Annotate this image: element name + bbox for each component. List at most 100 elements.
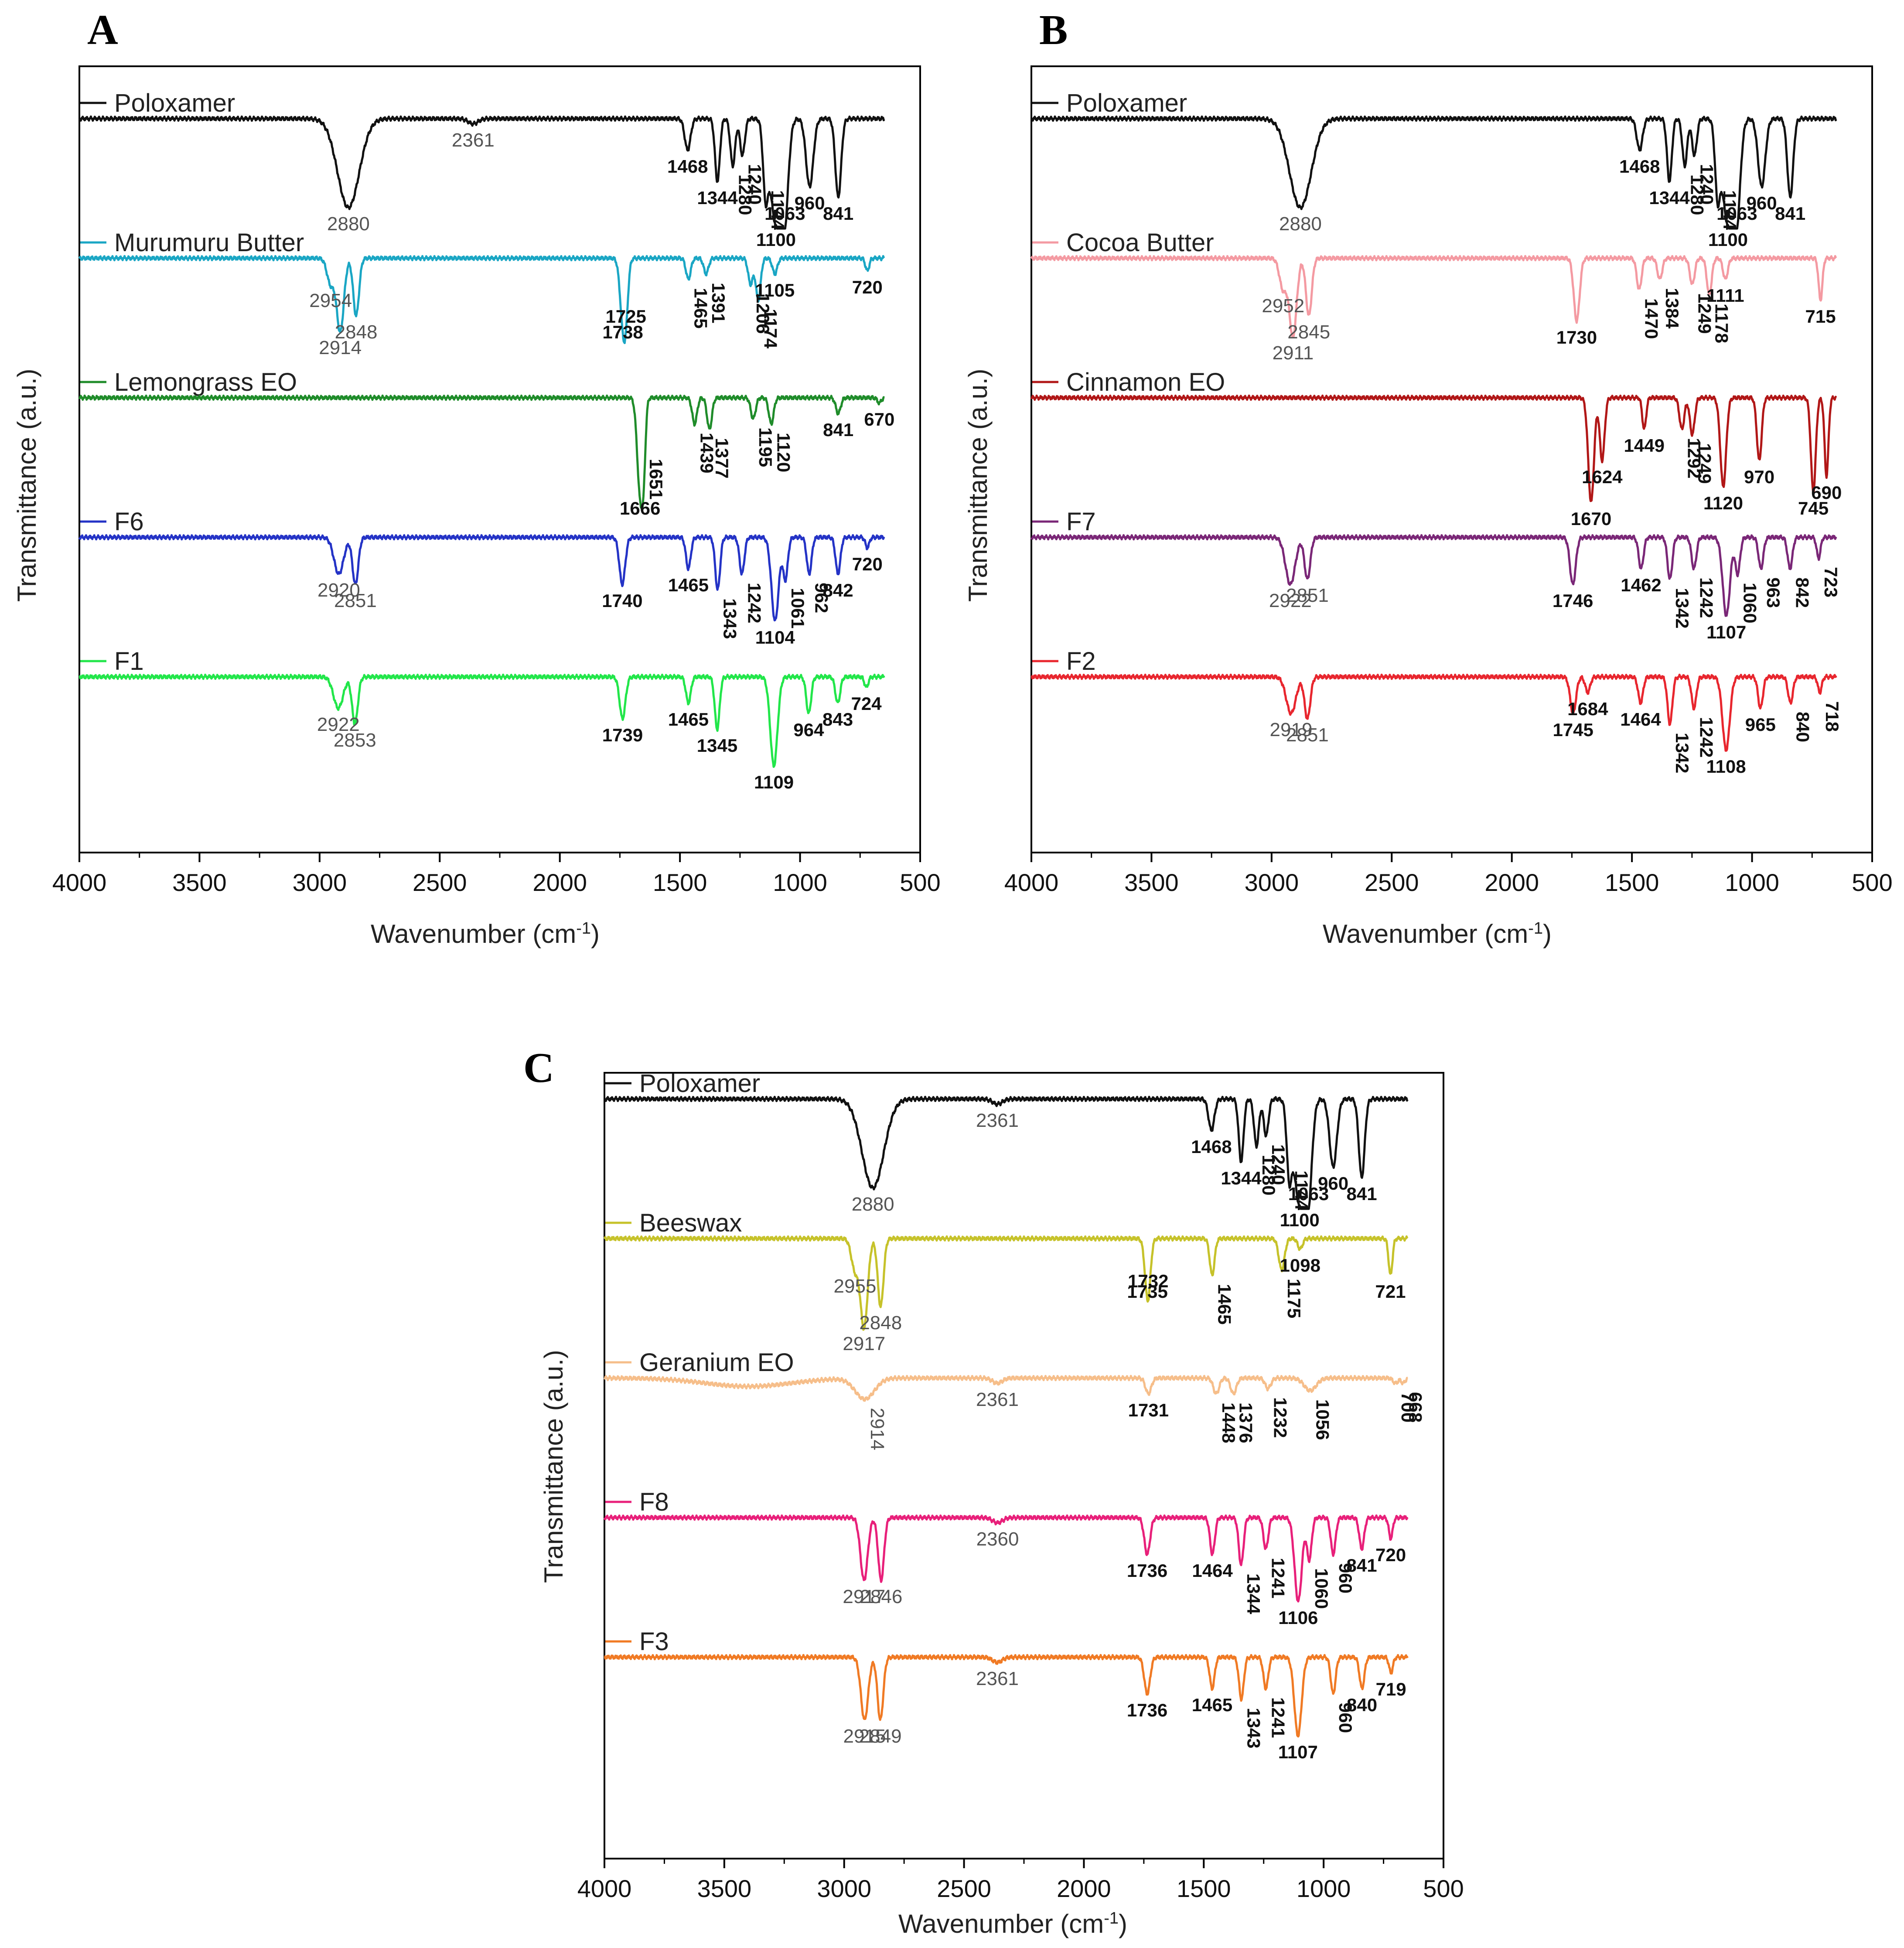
peak-label: 1060 bbox=[1311, 1568, 1332, 1609]
peak-label: 721 bbox=[1375, 1281, 1406, 1302]
peak-label: 1104 bbox=[755, 627, 795, 648]
peak-label: 1730 bbox=[1556, 327, 1597, 348]
panel-label: B bbox=[1039, 7, 1068, 54]
y-axis-label: Transmittance (a.u.) bbox=[12, 368, 41, 602]
peak-label: 2361 bbox=[976, 1389, 1019, 1410]
x-tick-label: 1000 bbox=[1297, 1875, 1351, 1902]
peak-label: 1465 bbox=[1192, 1695, 1232, 1715]
legend-label: Poloxamer bbox=[114, 89, 235, 117]
x-tick-label: 2000 bbox=[1484, 869, 1539, 896]
peak-label: 1345 bbox=[697, 735, 737, 756]
peak-label: 1100 bbox=[1280, 1210, 1320, 1230]
peak-label: 962 bbox=[812, 583, 832, 613]
panel-label: C bbox=[523, 1044, 554, 1092]
peak-label: 2848 bbox=[335, 321, 378, 343]
peak-label: 2851 bbox=[1286, 585, 1329, 606]
spectrum-line bbox=[78, 255, 885, 345]
peak-label: 1391 bbox=[708, 283, 729, 323]
ftir-chart: 4000 3500 3000 2500 2000 1500 1000 500 Poloxamer… bbox=[52, 65, 941, 896]
peak-label: 2914 bbox=[867, 1408, 888, 1450]
x-tick-label: 3000 bbox=[1245, 869, 1299, 896]
x-axis-label-sup: -1 bbox=[576, 919, 591, 938]
x-tick-label: 500 bbox=[1852, 869, 1892, 896]
peak-label: 1195 bbox=[755, 427, 776, 467]
peak-label: 2915 bbox=[843, 1726, 886, 1747]
peak-label: 1448 bbox=[1218, 1402, 1239, 1443]
peak-label: 2849 bbox=[859, 1726, 902, 1747]
peak-label: 1736 bbox=[1127, 1700, 1167, 1720]
peak-label: 1344 bbox=[697, 188, 738, 208]
peak-label: 2920 bbox=[317, 580, 360, 601]
peak-label: 1739 bbox=[602, 725, 643, 745]
spectrum-line bbox=[604, 1095, 1409, 1210]
panel-c: C 4000 3500 3000 2500 2000 1500 1000 500 Poloxam… bbox=[523, 1020, 1474, 1948]
peak-label: 960 bbox=[795, 193, 825, 213]
peak-label: 1242 bbox=[744, 583, 764, 623]
peak-label: 1343 bbox=[720, 598, 740, 639]
peak-label: 841 bbox=[823, 420, 853, 440]
peak-label: 1100 bbox=[756, 229, 796, 250]
x-tick-label: 4000 bbox=[577, 1875, 632, 1902]
x-tick-label: 2500 bbox=[937, 1875, 991, 1902]
peak-label: 1732 bbox=[1128, 1271, 1168, 1291]
peak-label: 1249 bbox=[1694, 443, 1715, 484]
peak-label: 1344 bbox=[1243, 1573, 1264, 1614]
legend-label: F2 bbox=[1066, 647, 1096, 675]
peak-label: 1175 bbox=[1284, 1279, 1304, 1318]
legend-label: F7 bbox=[1066, 508, 1096, 536]
peak-label: 719 bbox=[1376, 1679, 1406, 1699]
x-axis-label-sup: -1 bbox=[1528, 919, 1543, 938]
peak-label: 1107 bbox=[1278, 1742, 1318, 1762]
spectrum-line bbox=[603, 1235, 1409, 1331]
peak-label: 1107 bbox=[1706, 622, 1746, 642]
peak-label: 1280 bbox=[735, 174, 755, 215]
peak-label: 2360 bbox=[976, 1528, 1019, 1550]
peak-label: 1468 bbox=[1619, 156, 1660, 177]
peak-label: 1670 bbox=[1571, 508, 1611, 529]
peak-label: 1144 bbox=[1720, 190, 1740, 230]
peak-label: 2955 bbox=[834, 1276, 877, 1297]
peak-label: 1464 bbox=[1192, 1560, 1233, 1581]
peak-label: 1342 bbox=[1672, 588, 1692, 628]
peak-label: 1120 bbox=[773, 433, 794, 472]
peak-label: 1470 bbox=[1641, 298, 1662, 339]
x-tick-label: 1000 bbox=[1725, 869, 1779, 896]
peak-label: 2911 bbox=[1273, 342, 1314, 364]
legend-label: Poloxamer bbox=[1066, 89, 1187, 117]
peak-label: 1465 bbox=[668, 709, 709, 730]
spectrum-line bbox=[1030, 673, 1837, 752]
peak-label: 1241 bbox=[1268, 1558, 1289, 1598]
peak-label: 960 bbox=[1335, 1563, 1356, 1593]
peak-label: 960 bbox=[1318, 1173, 1348, 1194]
x-axis-label: Wavenumber (cm-1) bbox=[1323, 920, 1552, 947]
x-axis-label-main: Wavenumber (cm bbox=[1323, 919, 1529, 948]
x-tick-label: 2000 bbox=[532, 869, 587, 896]
peak-label: 842 bbox=[823, 580, 853, 600]
peak-label: 1377 bbox=[712, 438, 732, 478]
peak-label: 1063 bbox=[764, 203, 805, 224]
peak-label: 1105 bbox=[755, 280, 795, 300]
x-axis-label-sup: -1 bbox=[1104, 1909, 1119, 1928]
series-poloxamer: Poloxamer 2880 2361 1468 1344128012401144110… bbox=[78, 89, 885, 250]
x-tick-label: 500 bbox=[900, 869, 940, 896]
legend-label: F6 bbox=[114, 508, 144, 536]
legend-label: Poloxamer bbox=[639, 1069, 760, 1098]
peak-label: 2853 bbox=[334, 730, 376, 751]
peak-label: 2880 bbox=[852, 1194, 894, 1215]
peak-label: 1468 bbox=[667, 156, 708, 177]
peak-label: 700 bbox=[1398, 1392, 1418, 1423]
peak-label: 1746 bbox=[1553, 590, 1593, 611]
spectrum-line bbox=[78, 673, 885, 768]
ftir-chart: 4000 3500 3000 2500 2000 1500 1000 500 Poloxamer… bbox=[1004, 65, 1893, 896]
peak-label: 1098 bbox=[1280, 1255, 1321, 1276]
peak-label: 1241 bbox=[1268, 1697, 1289, 1738]
peak-label: 720 bbox=[1375, 1545, 1406, 1565]
peak-label: 1666 bbox=[620, 498, 660, 519]
peak-label: 720 bbox=[852, 554, 883, 574]
